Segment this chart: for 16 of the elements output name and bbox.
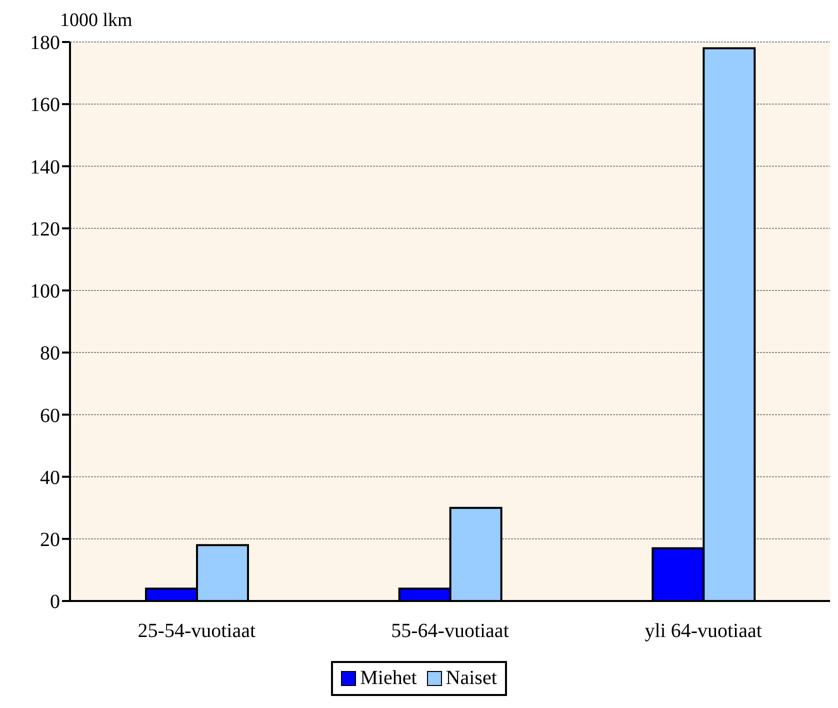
y-tick-label: 0 (50, 591, 60, 614)
y-tick-label: 80 (40, 342, 60, 365)
legend-label: Miehet (359, 667, 417, 690)
y-tick-label: 60 (40, 404, 60, 427)
y-tick-label: 140 (30, 156, 60, 178)
y-tick-label: 120 (30, 218, 60, 240)
y-tick-label: 100 (30, 280, 60, 303)
y-tick-label: 40 (40, 466, 60, 489)
x-tick-label: 55-64-vuotiaat (391, 620, 510, 642)
x-tick-label: yli 64-vuotiaat (644, 620, 762, 642)
y-axis-title: 1000 lkm (60, 10, 132, 32)
y-tick-label: 20 (40, 528, 60, 551)
x-tick-label: 25-54-vuotiaat (138, 620, 256, 642)
y-tick-label: 160 (30, 94, 60, 116)
legend-label: Naiset (444, 667, 497, 690)
y-tick-label: 180 (30, 32, 60, 54)
